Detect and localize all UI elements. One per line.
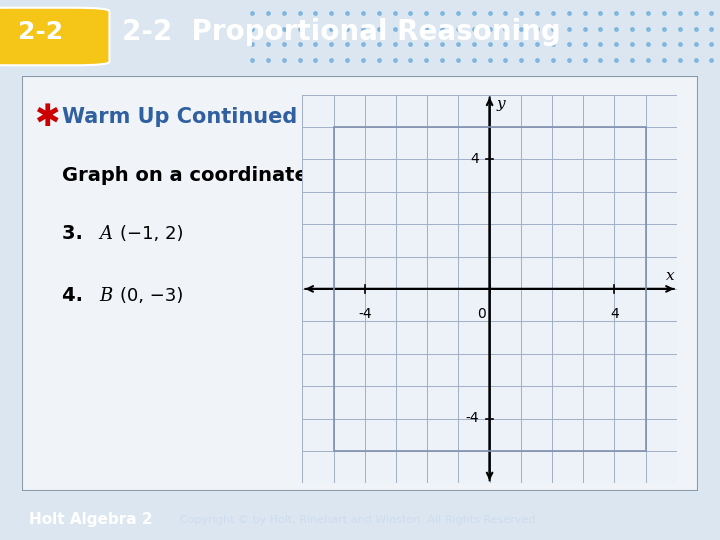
Text: 0: 0 xyxy=(477,307,486,321)
Text: 4: 4 xyxy=(610,307,618,321)
Text: (0, −3): (0, −3) xyxy=(120,287,183,305)
Text: -4: -4 xyxy=(358,307,372,321)
Text: A: A xyxy=(99,225,112,242)
Text: y: y xyxy=(496,97,505,111)
FancyBboxPatch shape xyxy=(22,76,698,491)
Text: B: B xyxy=(99,287,113,305)
Text: Graph on a coordinate plane.: Graph on a coordinate plane. xyxy=(62,166,383,185)
Text: Copyright © by Holt, Rinehart and Winston. All Rights Reserved.: Copyright © by Holt, Rinehart and Winsto… xyxy=(181,515,539,525)
Text: (−1, 2): (−1, 2) xyxy=(120,225,183,242)
Text: Holt Algebra 2: Holt Algebra 2 xyxy=(29,512,153,527)
Text: 4: 4 xyxy=(470,152,479,166)
Text: x: x xyxy=(666,269,675,283)
Text: Warm Up Continued: Warm Up Continued xyxy=(62,107,297,127)
Text: ✱: ✱ xyxy=(34,103,59,132)
Text: 3.: 3. xyxy=(62,224,90,243)
FancyBboxPatch shape xyxy=(0,8,109,65)
Text: 2-2  Proportional Reasoning: 2-2 Proportional Reasoning xyxy=(122,18,561,46)
Text: -4: -4 xyxy=(465,411,479,426)
Bar xyxy=(333,127,646,451)
Text: 2-2: 2-2 xyxy=(19,21,63,44)
Text: 4.: 4. xyxy=(62,287,90,306)
